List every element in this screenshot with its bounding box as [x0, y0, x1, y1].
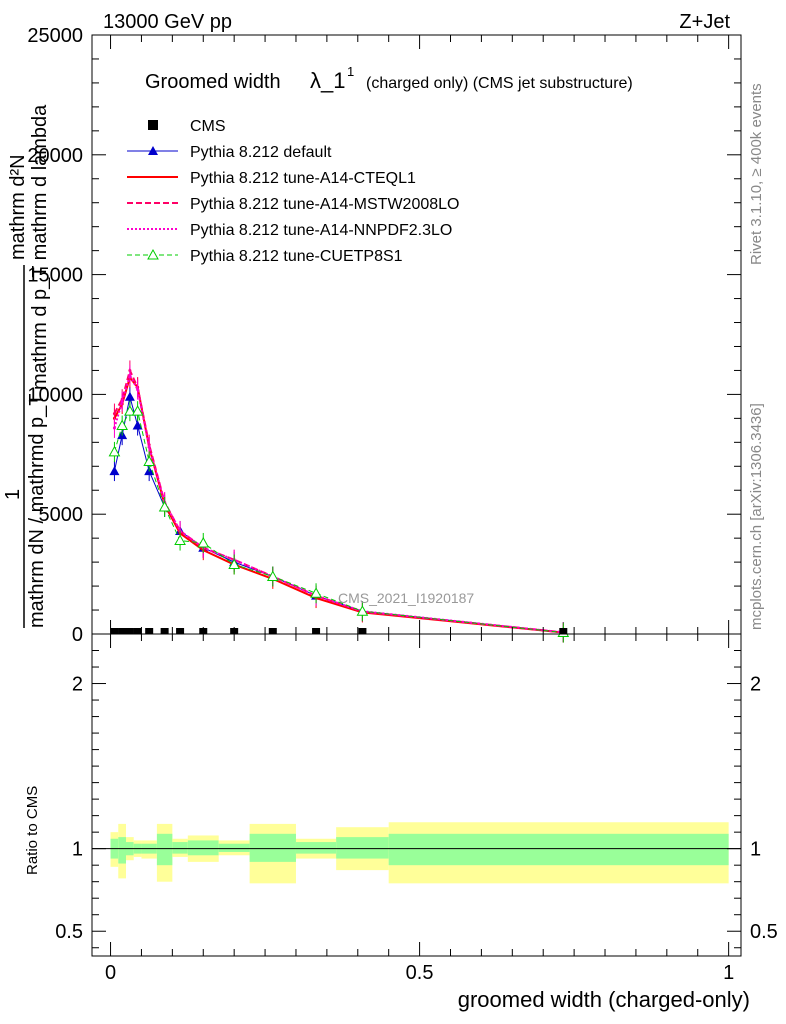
cms-point-11: [358, 628, 367, 634]
x-tick-label-2: 1: [723, 962, 734, 984]
cms-point-5: [160, 628, 169, 634]
plot-title-lambda: λ_1: [310, 68, 345, 93]
ratio-y-tick-label-right-1: 1: [750, 839, 761, 861]
ratio-inner-band-11: [336, 837, 389, 859]
x-tick-label-1: 0.5: [406, 962, 434, 984]
legend-marker-0: [148, 120, 158, 130]
series-5-point-5: [158, 500, 171, 512]
ratio-y-tick-label-right-0: 0.5: [750, 921, 778, 943]
main-y-tick-label-3: 15000: [27, 265, 83, 287]
series-5-point-2: [124, 405, 136, 416]
ratio-inner-band-5: [156, 833, 173, 866]
cms-point-3: [133, 628, 142, 634]
cms-point-0: [110, 628, 119, 634]
axis-ticks: [92, 34, 741, 956]
ratio-y-tick-label-left-2: 2: [72, 674, 83, 696]
legend-label-2: Pythia 8.212 tune-A14-CTEQL1: [190, 170, 416, 187]
series-1-point-2: [124, 391, 135, 401]
ratio-y-tick-label-right-2: 2: [750, 674, 761, 696]
main-y-tick-label-0: 0: [72, 624, 83, 646]
legend-marker-1: [148, 146, 158, 155]
cms-point-10: [312, 628, 321, 634]
series-5-point-10: [310, 587, 322, 598]
ratio-y-tick-label-left-1: 1: [72, 839, 83, 861]
series-5-point-7: [197, 536, 210, 548]
process-label: Z+Jet: [679, 11, 730, 33]
series-5-point-6: [174, 534, 186, 546]
ratio-inner-band-7: [187, 840, 219, 856]
ratio-inner-band-6: [172, 842, 188, 854]
rivet-version-label: Rivet 3.1.10, ≥ 400k events: [748, 83, 765, 265]
ratio-inner-band-9: [249, 833, 296, 862]
ratio-uncertainty-bands: [110, 822, 729, 884]
ratio-inner-band-12: [388, 833, 729, 866]
ratio-inner-band-1: [118, 837, 126, 864]
analysis-watermark: CMS_2021_I1920187: [338, 590, 474, 606]
series-5-point-3: [131, 405, 144, 416]
main-ylabel-den: mathrm dN / mathrmd p_T: [26, 393, 48, 628]
series-5-point-1: [116, 419, 129, 431]
main-ylabel-num: 1: [2, 489, 24, 500]
main-y-tick-labels: 0 5000 10000 15000 20000 25000: [27, 25, 83, 646]
energy-label: 13000 GeV pp: [103, 11, 232, 33]
main-y-tick-label-4: 20000: [27, 145, 83, 167]
x-axis-label: groomed width (charged-only): [458, 987, 750, 1012]
cms-point-1: [118, 628, 127, 634]
legend-label-3: Pythia 8.212 tune-A14-MSTW2008LO: [190, 196, 459, 213]
ratio-y-tick-labels: 0.5 0.5 1 1 2 2: [55, 674, 778, 944]
legend: CMS Pythia 8.212 default Pythia 8.212 tune…: [127, 118, 459, 265]
series-5-point-9: [266, 570, 279, 581]
ratio-inner-band-10: [295, 842, 337, 854]
cms-point-4: [145, 628, 154, 634]
series-4-point-3: [136, 388, 140, 392]
legend-label-5: Pythia 8.212 tune-CUETP8S1: [190, 248, 403, 265]
x-tick-label-0: 0: [105, 962, 116, 984]
ratio-ylabel: Ratio to CMS: [24, 786, 41, 875]
plot-title-main: Groomed width: [145, 71, 281, 93]
ratio-panel-frame: [91, 633, 742, 957]
ratio-inner-band-8: [218, 843, 250, 852]
series-4-point-0: [112, 426, 116, 430]
cms-point-6: [176, 628, 185, 634]
cms-point-12: [559, 628, 568, 634]
legend-label-1: Pythia 8.212 default: [190, 144, 332, 161]
series-5-point-4: [143, 455, 156, 466]
cms-point-2: [125, 628, 134, 634]
cms-data-markers: [110, 628, 568, 634]
series-5-point-0: [108, 445, 121, 457]
main-y-tick-label-2: 10000: [27, 384, 83, 406]
cms-point-9: [268, 628, 277, 634]
series-4-point-4: [147, 445, 151, 449]
plot-title-superscript: 1: [347, 64, 354, 79]
series-1-point-3: [132, 420, 143, 430]
main-y-tick-label-1: 5000: [39, 504, 84, 526]
main-ylabel-line2: mathrm d p_T mathrm d lambda: [29, 104, 51, 390]
mcplots-credit-label: mcplots.cern.ch [arXiv:1306.3436]: [748, 403, 765, 630]
plot-title-rest: (charged only) (CMS jet substructure): [366, 75, 633, 92]
series-3-point-0: [112, 412, 116, 416]
legend-label-0: CMS: [190, 118, 226, 135]
main-y-tick-label-5: 25000: [27, 25, 83, 47]
legend-marker-5: [147, 248, 159, 260]
legend-label-4: Pythia 8.212 tune-A14-NNPDF2.3LO: [190, 222, 452, 239]
series-4-point-1: [120, 400, 124, 404]
series-1-point-0: [109, 466, 120, 476]
ratio-y-tick-label-left-0: 0.5: [55, 921, 83, 943]
series-5-point-8: [228, 558, 241, 570]
series-5-point-11: [356, 605, 369, 616]
main-ylabel-line1: mathrm d²N: [7, 154, 29, 260]
series-4-point-2: [128, 373, 132, 377]
x-tick-labels: 0 0.5 1: [105, 962, 734, 984]
